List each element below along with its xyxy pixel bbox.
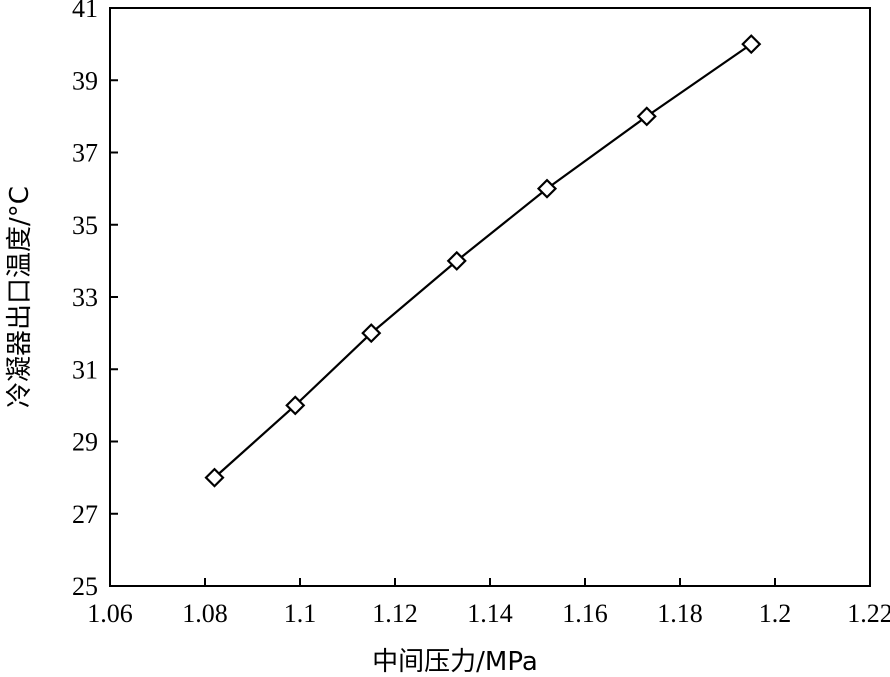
x-tick-label: 1.1 [284, 599, 317, 628]
y-tick-label: 35 [72, 211, 98, 240]
y-axis-title: 冷凝器出口温度/°C [5, 186, 35, 408]
x-tick-label: 1.16 [562, 599, 608, 628]
y-axis: 25 27 29 31 33 35 37 39 41 [72, 0, 118, 601]
data-point-marker [636, 106, 657, 127]
y-tick-label: 33 [72, 283, 98, 312]
y-tick-label: 29 [72, 428, 98, 457]
plot-frame [109, 7, 871, 587]
x-axis: 1.06 1.08 1.1 1.12 1.14 1.16 1.18 1.2 1.22 [87, 578, 890, 628]
x-tick-label: 1.18 [657, 599, 703, 628]
y-tick-label: 39 [72, 66, 98, 95]
y-tick-label: 31 [72, 355, 98, 384]
data-point-marker [446, 250, 467, 271]
data-point-marker [204, 467, 225, 488]
x-tick-label: 1.08 [182, 599, 228, 628]
data-point-marker [361, 323, 382, 344]
x-tick-label: 1.22 [847, 599, 890, 628]
x-tick-label: 1.14 [467, 599, 513, 628]
y-tick-label: 27 [72, 500, 98, 529]
x-tick-label: 1.12 [372, 599, 418, 628]
y-tick-label: 25 [72, 572, 98, 601]
x-tick-label: 1.06 [87, 599, 133, 628]
data-point-marker [285, 395, 306, 416]
series-layer [204, 34, 762, 488]
y-tick-label: 37 [72, 139, 98, 168]
x-tick-label: 1.2 [759, 599, 792, 628]
x-axis-title: 中间压力/MPa [372, 647, 538, 677]
data-point-marker [741, 34, 762, 55]
data-point-marker [536, 178, 558, 199]
y-tick-label: 41 [72, 0, 98, 23]
